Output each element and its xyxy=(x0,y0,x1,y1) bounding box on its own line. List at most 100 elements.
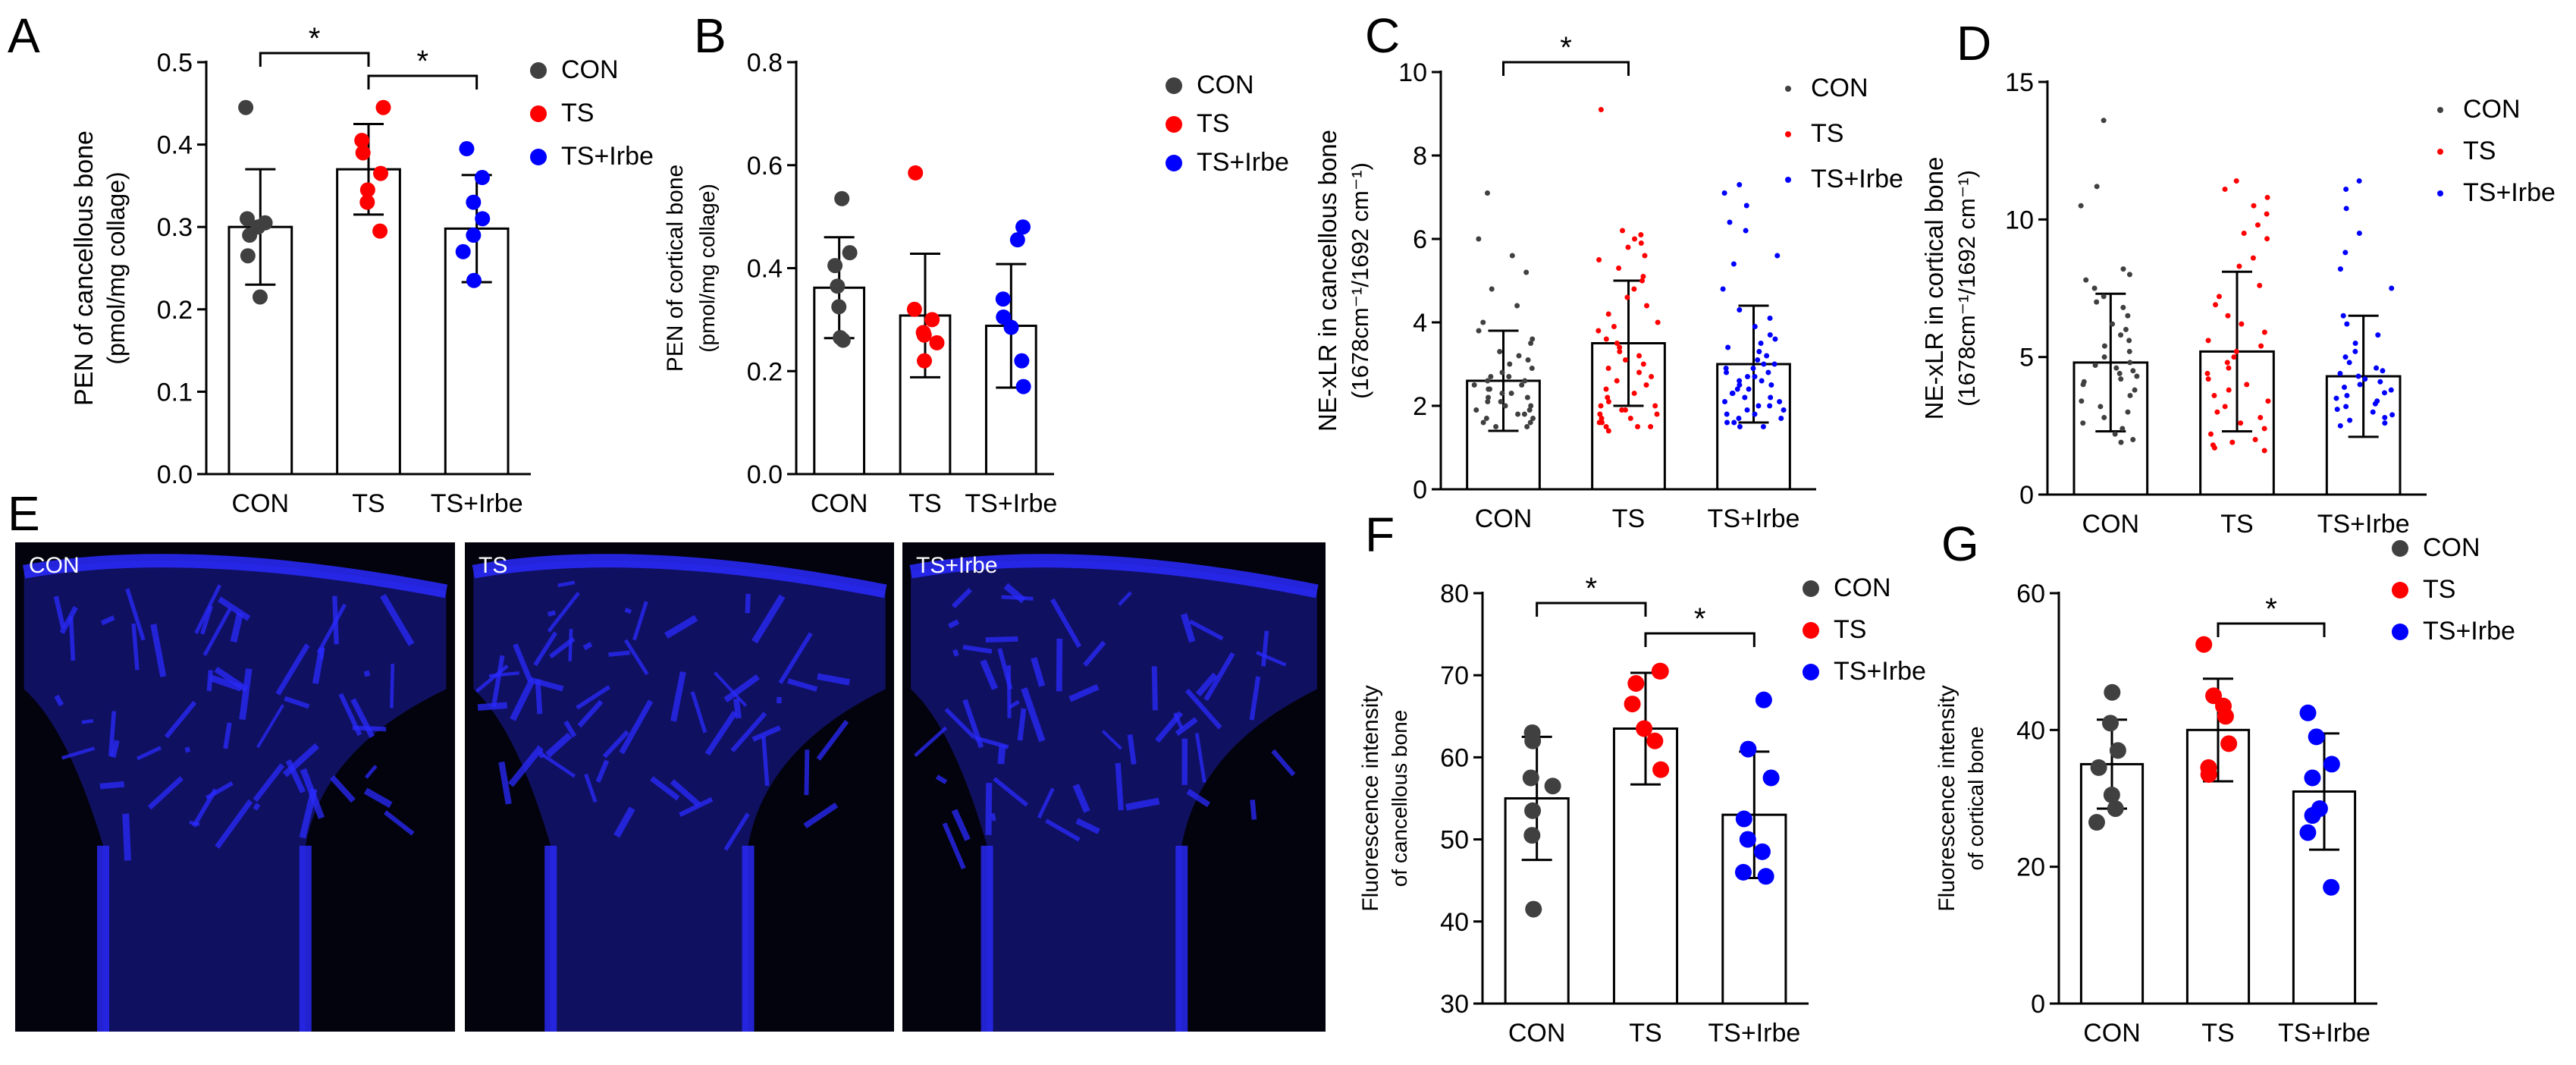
data-point-d-1-29 xyxy=(2214,409,2220,415)
x-tick-label-f-1: TS xyxy=(1629,1019,1661,1048)
data-point-c-0-23 xyxy=(1486,386,1492,392)
data-point-c-1-43 xyxy=(1596,419,1602,426)
trabecula xyxy=(1056,638,1063,692)
data-point-c-2-18 xyxy=(1761,361,1767,367)
data-point-f-2-4 xyxy=(1739,831,1756,848)
trabecula xyxy=(944,708,976,740)
trabecula xyxy=(624,608,632,614)
trabecula xyxy=(723,674,760,703)
legend-label-d-0: CON xyxy=(2463,95,2521,124)
trabecula xyxy=(942,822,966,870)
data-point-g-2-6 xyxy=(2299,824,2317,841)
data-point-b-0-0 xyxy=(834,190,850,206)
y-axis-subtitle-c: (1678cm⁻¹/1692 cm⁻¹) xyxy=(1347,162,1373,399)
data-point-c-0-27 xyxy=(1486,394,1492,401)
data-point-g-1-4 xyxy=(2220,735,2238,752)
data-point-c-0-3 xyxy=(1523,269,1530,275)
trabecula xyxy=(61,746,96,760)
data-point-d-0-16 xyxy=(2126,348,2132,354)
data-point-d-2-11 xyxy=(2352,348,2358,354)
trabecula xyxy=(608,650,630,657)
y-axis-title-d: NE-xLR in cortical bone xyxy=(1920,157,1948,420)
trabecula xyxy=(380,593,415,646)
trabecula xyxy=(602,730,629,759)
data-point-d-1-27 xyxy=(2265,398,2271,404)
data-point-d-0-5 xyxy=(2083,277,2089,283)
panel-letter-g: G xyxy=(1941,517,1979,571)
data-point-g-0-2 xyxy=(2109,742,2126,759)
data-point-d-2-7 xyxy=(2340,313,2346,319)
y-tick-label-g-3: 60 xyxy=(2016,580,2045,608)
data-point-c-1-34 xyxy=(1598,403,1604,409)
data-point-c-1-25 xyxy=(1605,366,1611,371)
trabecula xyxy=(202,608,232,656)
trabecula xyxy=(1003,583,1026,604)
data-point-d-1-17 xyxy=(2258,343,2264,349)
data-point-c-0-26 xyxy=(1524,394,1530,401)
data-point-c-0-13 xyxy=(1507,361,1513,367)
legend-marker-b-1 xyxy=(1166,116,1182,133)
trabecula xyxy=(1250,800,1257,820)
trabecula xyxy=(632,601,648,641)
data-point-c-2-41 xyxy=(1781,407,1787,413)
data-point-c-1-15 xyxy=(1655,319,1661,325)
data-point-d-0-0 xyxy=(2101,118,2107,124)
growth-plate xyxy=(472,554,887,598)
x-tick-label-d-1: TS xyxy=(2220,510,2253,539)
data-point-g-2-1 xyxy=(2308,728,2325,746)
trabecula xyxy=(364,765,378,779)
bar-a-1 xyxy=(336,168,401,476)
data-point-f-2-3 xyxy=(1735,810,1752,828)
data-point-f-0-3 xyxy=(1544,778,1561,795)
data-point-c-1-23 xyxy=(1623,357,1629,363)
data-point-c-1-32 xyxy=(1605,394,1611,401)
trabecula xyxy=(1256,651,1287,667)
trabecula xyxy=(1195,672,1218,697)
data-point-g-2-7 xyxy=(2323,878,2340,896)
data-point-c-2-49 xyxy=(1737,424,1743,429)
data-point-d-1-22 xyxy=(2204,370,2210,376)
data-point-c-1-3 xyxy=(1632,236,1638,242)
trabecula xyxy=(1075,818,1100,834)
data-point-d-2-0 xyxy=(2356,178,2362,184)
x-tick-label-c-1: TS xyxy=(1612,504,1645,533)
x-tick-label-c-0: CON xyxy=(1475,504,1533,533)
trabecula xyxy=(787,678,818,692)
data-point-c-0-32 xyxy=(1473,407,1479,413)
legend-marker-d-2 xyxy=(2437,190,2443,196)
data-point-a-2-3 xyxy=(475,211,491,227)
data-point-d-2-29 xyxy=(2334,407,2340,413)
legend-label-c-2: TS+Irbe xyxy=(1811,165,1903,193)
data-point-a-2-0 xyxy=(459,141,475,157)
data-point-d-2-17 xyxy=(2355,373,2361,379)
y-tick-label-f-1: 40 xyxy=(1440,908,1469,937)
legend-marker-d-1 xyxy=(2437,149,2443,155)
data-point-d-2-34 xyxy=(2382,420,2388,426)
trabecula xyxy=(623,639,649,676)
significance-star-f-1: * xyxy=(1694,602,1706,636)
data-point-d-2-23 xyxy=(2382,390,2388,396)
trabecula xyxy=(131,623,140,671)
data-point-b-2-6 xyxy=(1015,379,1031,394)
data-point-c-2-6 xyxy=(1730,261,1737,267)
trabecula xyxy=(150,624,167,677)
data-point-d-2-5 xyxy=(2337,266,2343,272)
trabecula xyxy=(239,668,253,721)
data-point-c-1-22 xyxy=(1636,353,1643,359)
trabecula xyxy=(751,725,782,742)
y-tick-label-c-2: 4 xyxy=(1413,309,1427,338)
trabecula xyxy=(136,746,162,761)
data-point-d-0-35 xyxy=(2112,431,2118,437)
trabecula xyxy=(312,647,325,684)
legend-marker-f-1 xyxy=(1803,622,1819,639)
trabecula xyxy=(1037,787,1055,818)
trabecula xyxy=(1194,733,1206,783)
data-point-d-1-3 xyxy=(2251,203,2257,209)
data-point-d-2-1 xyxy=(2343,186,2349,192)
panel-letter-d: D xyxy=(1956,16,1992,71)
y-tick-label-f-5: 80 xyxy=(1440,580,1469,608)
data-point-d-0-6 xyxy=(2091,285,2098,291)
data-point-d-2-2 xyxy=(2343,206,2349,212)
trabecula xyxy=(316,603,347,654)
data-point-f-1-3 xyxy=(1624,696,1641,713)
